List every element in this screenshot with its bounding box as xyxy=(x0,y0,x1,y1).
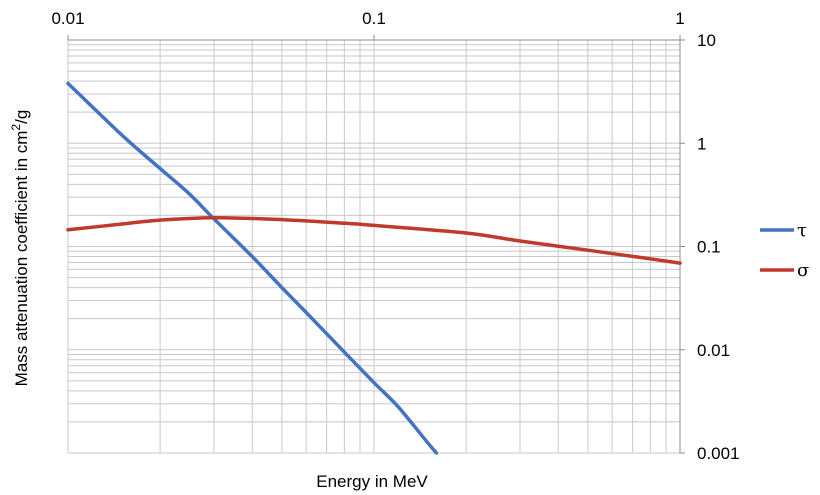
x-tick-label: 0.1 xyxy=(362,9,386,28)
y-tick-label: 1 xyxy=(697,134,706,153)
legend: τσ xyxy=(760,220,809,281)
y-tick-label: 0.001 xyxy=(697,444,740,463)
series-lines xyxy=(66,81,682,455)
y-tick-label: 0.01 xyxy=(697,341,730,360)
x-axis-title: Energy in MeV xyxy=(316,472,428,491)
y-axis-title: Mass attenuation coefficient in cm2/g xyxy=(9,110,31,387)
series-line-2 xyxy=(66,215,682,265)
y-tick-label: 0.1 xyxy=(697,238,721,257)
x-tick-label: 0.01 xyxy=(51,9,84,28)
y-axis: 10 1 0.1 0.01 0.001 xyxy=(680,31,740,463)
y-axis-title-main: Mass attenuation coefficient in cm xyxy=(12,131,31,387)
x-tick-label: 1 xyxy=(675,9,684,28)
x-axis: 0.01 0.1 1 xyxy=(51,9,685,40)
series-line-1 xyxy=(66,81,439,455)
y-tick-label: 10 xyxy=(697,31,716,50)
grid xyxy=(67,39,681,454)
y-axis-title-tail: /g xyxy=(12,110,31,124)
legend-label: σ xyxy=(797,260,809,281)
y-axis-title-superscript: 2 xyxy=(9,124,23,131)
legend-label: τ xyxy=(797,220,807,241)
